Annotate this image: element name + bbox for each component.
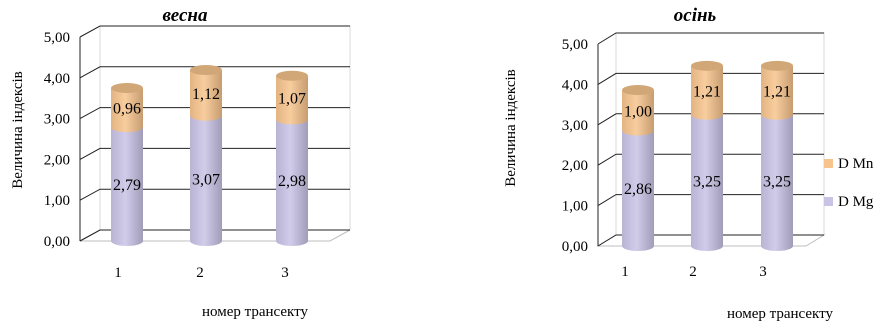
y-tick-label: 0,00 [44,234,70,250]
data-label: 2,86 [624,181,652,198]
chart-title: весна [163,5,208,26]
x-axis-label: номер трансекту [202,304,309,320]
y-tick-label: 5,00 [562,37,588,53]
legend: D Mn D Mg [824,156,874,210]
y-tick-label: 3,00 [44,112,70,128]
gridline [597,72,824,85]
data-label: 2,98 [278,173,306,190]
y-tick-label: 2,00 [562,158,588,174]
data-label: 2,79 [113,177,141,194]
bar-d-mn-3: 1,07 [276,70,308,125]
bar-d-mg-2: 3,07 [190,115,222,246]
bar-d-mn-2: 1,21 [691,60,723,120]
y-tick-label: 3,00 [562,118,588,134]
gridline [79,25,350,38]
bar-d-mg-1: 2,86 [622,130,654,251]
x-tick-label: 1 [114,265,122,281]
gridline [79,147,350,160]
legend-entry: D Mn [838,156,874,172]
data-label: 3,07 [192,171,220,188]
x-tick-label: 2 [689,264,697,280]
y-tick-label: 1,00 [562,199,588,215]
bar-d-mn-3: 1,21 [761,60,793,120]
data-label: 1,00 [624,103,652,120]
bar-d-mn-1: 1,00 [622,85,654,136]
x-axis-label: номер трансекту [727,306,834,322]
data-label: 1,12 [192,86,220,103]
gridline [597,234,824,247]
x-tick-label: 3 [759,264,767,280]
bar-d-mn-1: 0,96 [111,83,143,133]
legend-entry: D Mg [838,194,874,210]
gridline [597,113,824,126]
bar-d-mg-2: 3,25 [691,114,723,251]
data-label: 0,96 [113,101,141,118]
x-tick-label: 1 [621,264,629,280]
gridline [79,107,350,120]
bar-d-mn-2: 1,12 [190,65,222,121]
bar-d-mg-1: 2,79 [111,127,143,246]
data-label: 3,25 [763,173,791,190]
gridline [79,188,350,201]
bar-d-mg-3: 3,25 [761,114,793,251]
data-label: 1,21 [693,83,721,100]
y-tick-label: 4,00 [562,77,588,93]
gridline [79,66,350,79]
chart-1: 0,00 1,00 2,00 3,00 4,00 5,00 2,79 0,96 1 3,07 1,1… [10,5,351,320]
y-tick-label: 4,00 [44,71,70,87]
gridline [597,153,824,166]
y-tick-label: 5,00 [44,30,70,46]
data-label: 1,07 [278,91,306,108]
data-label: 1,21 [763,83,791,100]
y-tick-label: 2,00 [44,152,70,168]
y-tick-label: 1,00 [44,193,70,209]
chart-2: 0,00 1,00 2,00 3,00 4,00 5,00 2,86 1,00 1 3,25 1,2… [503,5,874,322]
legend-swatch [824,197,833,206]
legend-swatch [824,159,833,168]
y-axis-label: Величина індексів [10,71,26,189]
y-axis-label: Величина індексів [503,69,519,187]
data-label: 3,25 [693,173,721,190]
y-tick-label: 0,00 [562,239,588,255]
x-tick-label: 3 [281,265,289,281]
gridline [597,194,824,207]
bar-d-mg-3: 2,98 [276,119,308,246]
chart-title: осінь [674,5,717,26]
gridline [597,32,824,45]
x-tick-label: 2 [196,265,204,281]
gridline [79,229,350,242]
